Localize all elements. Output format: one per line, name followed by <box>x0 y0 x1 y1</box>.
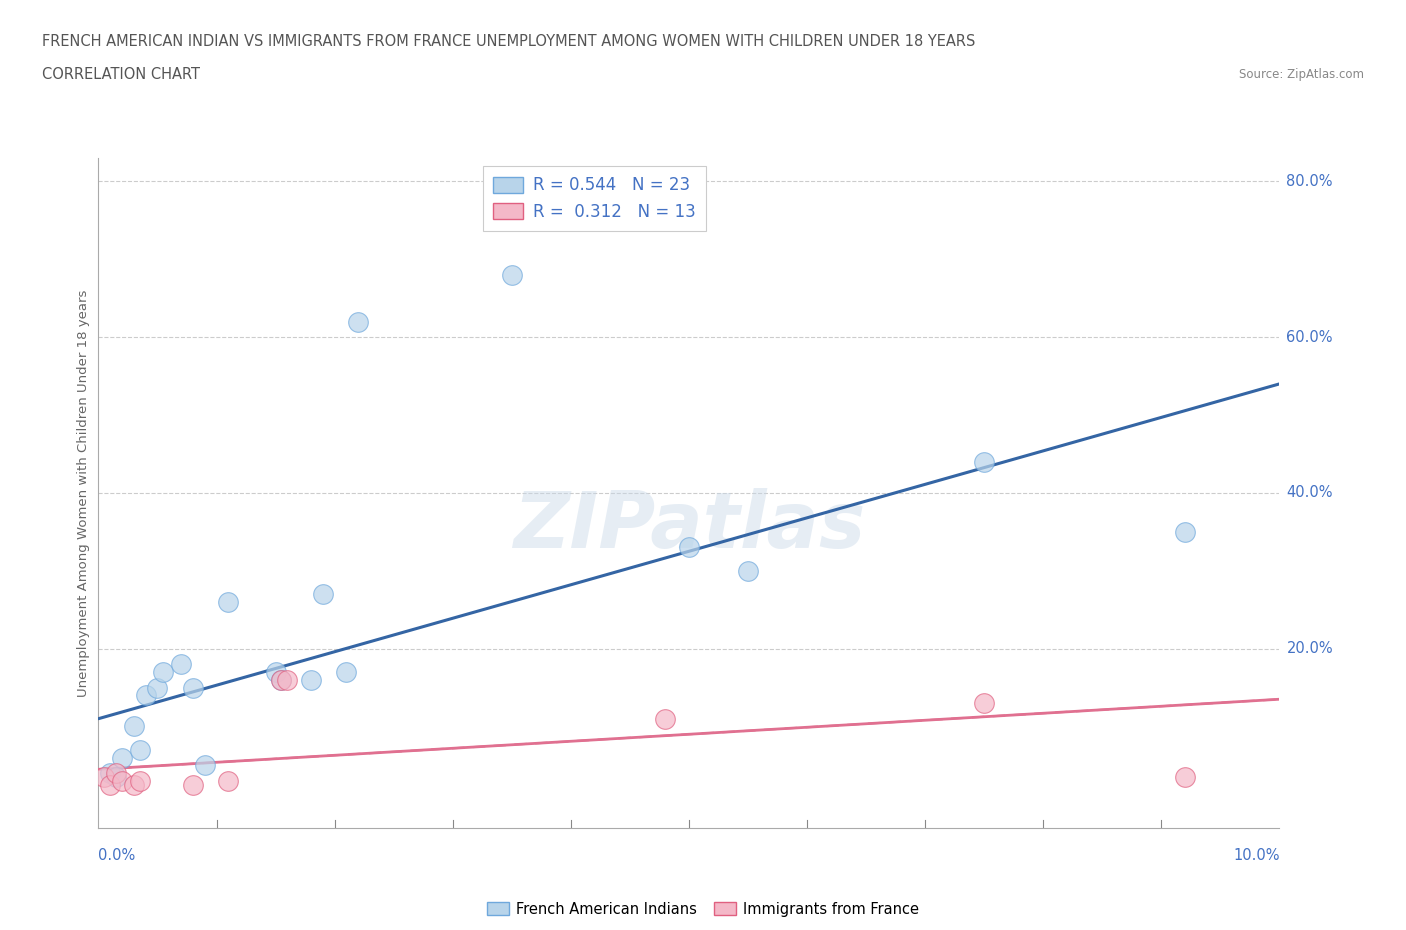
Text: ZIPatlas: ZIPatlas <box>513 488 865 565</box>
Point <box>1174 525 1197 539</box>
Text: FRENCH AMERICAN INDIAN VS IMMIGRANTS FROM FRANCE UNEMPLOYMENT AMONG WOMEN WITH C: FRENCH AMERICAN INDIAN VS IMMIGRANTS FRO… <box>42 34 976 49</box>
Point <box>973 696 995 711</box>
Text: 0.0%: 0.0% <box>98 848 135 863</box>
Point <box>217 594 239 609</box>
Point <box>501 268 523 283</box>
Point <box>98 765 121 780</box>
Text: CORRELATION CHART: CORRELATION CHART <box>42 67 200 82</box>
Point <box>270 672 292 687</box>
Text: 60.0%: 60.0% <box>1286 329 1333 345</box>
Point <box>128 742 150 757</box>
Text: Source: ZipAtlas.com: Source: ZipAtlas.com <box>1239 68 1364 81</box>
Point <box>312 587 335 602</box>
Y-axis label: Unemployment Among Women with Children Under 18 years: Unemployment Among Women with Children U… <box>77 289 90 697</box>
Point <box>122 719 145 734</box>
Point <box>111 751 134 765</box>
Point <box>737 564 759 578</box>
Text: 40.0%: 40.0% <box>1286 485 1333 500</box>
Point <box>152 665 174 680</box>
Point <box>264 665 287 680</box>
Point <box>335 665 357 680</box>
Point <box>93 770 115 785</box>
Text: 80.0%: 80.0% <box>1286 174 1333 189</box>
Point <box>170 657 193 671</box>
Point <box>181 680 204 695</box>
Point <box>973 455 995 470</box>
Legend: French American Indians, Immigrants from France: French American Indians, Immigrants from… <box>481 896 925 923</box>
Point <box>194 758 217 773</box>
Point <box>347 314 370 329</box>
Point <box>217 774 239 789</box>
Point <box>276 672 298 687</box>
Point <box>135 688 157 703</box>
Text: 20.0%: 20.0% <box>1286 641 1333 657</box>
Point <box>678 540 700 555</box>
Point <box>654 711 676 726</box>
Text: 10.0%: 10.0% <box>1233 848 1279 863</box>
Point <box>270 672 292 687</box>
Point <box>1174 770 1197 785</box>
Point <box>122 777 145 792</box>
Point <box>299 672 322 687</box>
Point <box>146 680 169 695</box>
Point <box>98 777 121 792</box>
Legend: R = 0.544   N = 23, R =  0.312   N = 13: R = 0.544 N = 23, R = 0.312 N = 13 <box>484 166 706 231</box>
Point <box>111 774 134 789</box>
Point <box>105 770 128 785</box>
Point <box>181 777 204 792</box>
Point <box>128 774 150 789</box>
Point <box>105 765 128 780</box>
